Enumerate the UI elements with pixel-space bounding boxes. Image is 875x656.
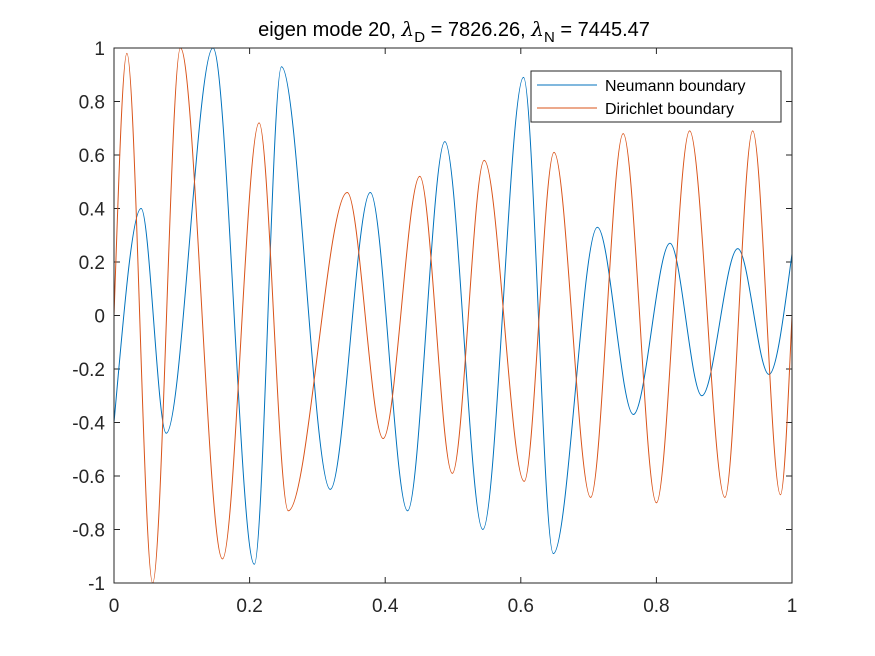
y-tick-label: 1: [94, 39, 105, 60]
y-tick-label: -0.6: [72, 467, 105, 488]
series-lines: [113, 47, 793, 584]
title-subscript-d: D: [414, 29, 425, 46]
legend-entry-label: Neumann boundary: [605, 78, 746, 95]
y-tick-label: -0.8: [72, 521, 105, 542]
legend: Neumann boundary Dirichlet boundary: [530, 70, 782, 123]
x-tick-label: 0.8: [643, 596, 669, 617]
y-tick-label: -0.2: [72, 360, 105, 381]
legend-box: [530, 70, 782, 123]
chart-title: eigen mode 20, λD = 7826.26, λN = 7445.4…: [258, 17, 650, 46]
x-tick-label: 0.4: [372, 596, 399, 617]
y-tick-label: -0.4: [72, 414, 105, 435]
series-line-dirichlet: [113, 47, 793, 584]
axes: 0 0.2 0.4 0.6 0.8 1 -1 -0.8 -0.6 -0.4 -0.2 0 0.2 0.4 0…: [72, 39, 797, 617]
title-prefix: eigen mode 20,: [258, 19, 401, 41]
y-tick-label: 0.6: [79, 146, 105, 167]
y-tick-label: 0.4: [79, 200, 106, 221]
title-lambda-d: λ: [401, 17, 415, 41]
title-subscript-n: N: [544, 29, 555, 46]
x-tick-label: 0: [109, 596, 120, 617]
axes-box: [113, 47, 793, 584]
y-tick-label: 0.8: [79, 93, 105, 114]
x-tick-label: 0.2: [236, 596, 262, 617]
x-tick-label: 1: [787, 596, 798, 617]
y-tick-label: 0: [94, 307, 105, 328]
title-lambda-n: λ: [530, 17, 544, 41]
title-d-value: = 7826.26,: [425, 19, 531, 41]
x-tick-label: 0.6: [508, 596, 534, 617]
y-tick-label: 0.2: [79, 253, 105, 274]
plot-area: [114, 48, 792, 583]
series-line-neumann: [113, 47, 793, 565]
y-tick-label: -1: [88, 574, 105, 595]
title-n-value: = 7445.47: [555, 19, 650, 41]
legend-entry-label: Dirichlet boundary: [605, 101, 734, 118]
